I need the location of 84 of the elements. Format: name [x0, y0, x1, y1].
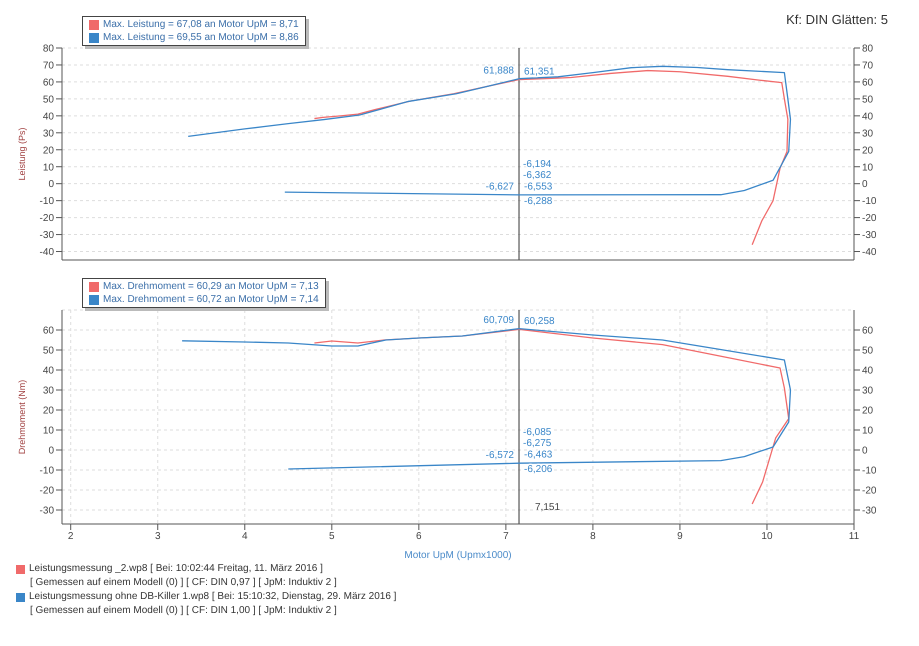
y2-tick-label: -40 [862, 247, 877, 258]
y2-tick-label: 70 [862, 60, 874, 72]
annotation: 61,351 [524, 66, 556, 78]
y-tick-label: -20 [40, 213, 54, 224]
y2-tick-label: 60 [862, 77, 874, 88]
y-tick-label: 50 [42, 94, 54, 106]
y-tick-label: -10 [40, 196, 54, 208]
y2-tick-label: -30 [862, 230, 877, 242]
annotation: 60,258 [524, 316, 556, 328]
y-tick-label: 60 [42, 326, 54, 337]
legend-label: Max. Leistung = 67,08 an Motor UpM = 8,71 [103, 18, 299, 31]
x-tick-label: 9 [677, 531, 684, 542]
y2-tick-label: 10 [862, 426, 874, 437]
y-tick-label: 20 [42, 145, 54, 156]
annotation: -6,572 [486, 450, 514, 461]
y2-tick-label: 40 [862, 366, 874, 377]
annotation: 60,709 [483, 315, 514, 326]
y2-tick-label: 60 [862, 326, 874, 337]
y-tick-label: 40 [42, 111, 54, 122]
legend-label: Max. Leistung = 69,55 an Motor UpM = 8,86 [103, 31, 299, 44]
y2-tick-label: -30 [862, 506, 877, 517]
y-axis-title: Drehmoment (Nm) [17, 380, 28, 454]
x-tick-label: 5 [329, 531, 336, 542]
text: [ Gemessen auf einem Modell (0) ] [ CF: DIN 0,97 ] [ JpM: Induktiv 2 ] [30, 576, 337, 590]
y-tick-label: -30 [40, 230, 54, 242]
y-tick-label: 0 [48, 446, 54, 457]
x-tick-label: 11 [848, 531, 860, 542]
y-tick-label: 50 [42, 346, 54, 357]
y2-tick-label: 80 [862, 44, 874, 55]
y-tick-label: 60 [42, 77, 54, 88]
line-series [188, 66, 792, 196]
x-tick-label: 4 [242, 531, 248, 542]
x-tick-label: 7 [503, 531, 510, 542]
y-tick-label: 30 [42, 386, 54, 397]
y2-tick-label: -10 [862, 196, 877, 208]
chart-title: Kf: DIN Glätten: 5 [786, 12, 888, 27]
annotation: -6,085 [523, 426, 552, 438]
x-tick-label: 6 [416, 531, 422, 542]
annotation: -6,362 [523, 170, 552, 182]
y2-tick-label: -20 [862, 486, 877, 497]
text: [ Gemessen auf einem Modell (0) ] [ CF: DIN 1,00 ] [ JpM: Induktiv 2 ] [30, 604, 337, 618]
annotation: -6,275 [523, 438, 552, 450]
text: Leistungsmessung ohne DB-Killer 1.wp8 [ Bei: 15:10:32, Dienstag, 29. März 2016 ] [29, 590, 396, 604]
legend-label: Max. Drehmoment = 60,29 an Motor UpM = 7,13 [103, 280, 319, 293]
y-tick-label: 20 [42, 406, 54, 417]
y2-tick-label: 30 [862, 128, 874, 140]
annotation: -6,206 [524, 464, 553, 476]
ref-line-label: 7,151 [535, 502, 560, 513]
annotation: -6,288 [524, 196, 553, 207]
x-tick-label: 2 [68, 531, 74, 542]
y-tick-label: 70 [42, 60, 54, 72]
y-axis-title: Leistung (Ps) [17, 127, 28, 181]
y2-tick-label: 0 [862, 179, 868, 190]
x-tick-label: 3 [154, 531, 161, 542]
y2-tick-label: -10 [862, 466, 877, 477]
y-tick-label: -40 [40, 247, 54, 258]
y2-tick-label: 10 [862, 162, 874, 174]
y-tick-label: 10 [42, 426, 54, 437]
annotation: -6,553 [524, 181, 553, 192]
y-tick-label: 40 [42, 366, 54, 377]
y2-tick-label: 0 [862, 446, 868, 457]
x-axis-title: Motor UpM (Upmx1000) [404, 550, 512, 561]
x-tick-label: 8 [590, 531, 596, 542]
legend-label: Max. Drehmoment = 60,72 an Motor UpM = 7,14 [103, 293, 319, 306]
y-tick-label: -10 [40, 466, 54, 477]
annotation: -6,463 [524, 450, 553, 461]
annotation: -6,194 [523, 158, 552, 170]
y-tick-label: -20 [40, 486, 54, 497]
y-tick-label: 80 [42, 44, 54, 55]
y2-tick-label: 50 [862, 346, 874, 357]
y-tick-label: -30 [40, 506, 54, 517]
y2-tick-label: 50 [862, 94, 874, 106]
y2-tick-label: 20 [862, 406, 874, 417]
x-tick-label: 10 [761, 531, 773, 542]
y-tick-label: 30 [42, 128, 54, 140]
text: Leistungsmessung _2.wp8 [ Bei: 10:02:44 Freitag, 11. März 2016 ] [29, 562, 323, 576]
y-tick-label: 0 [48, 179, 54, 190]
y2-tick-label: 40 [862, 111, 874, 122]
y-tick-label: 10 [42, 162, 54, 174]
annotation: 61,888 [483, 65, 514, 76]
y2-tick-label: 30 [862, 386, 874, 397]
annotation: -6,627 [486, 182, 514, 193]
y2-tick-label: 20 [862, 145, 874, 156]
y2-tick-label: -20 [862, 213, 877, 224]
